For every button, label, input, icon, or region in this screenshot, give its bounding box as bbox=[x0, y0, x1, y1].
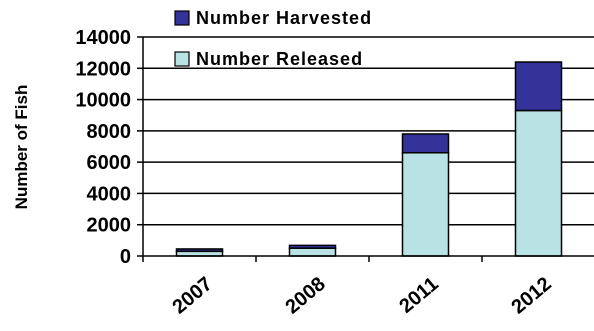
x-tick-label: 2007 bbox=[168, 273, 216, 318]
bar-harvested-2008 bbox=[288, 244, 337, 249]
bar-harvested-2012 bbox=[514, 61, 563, 112]
legend-swatch-harvested bbox=[174, 10, 190, 26]
y-tick-label: 0 bbox=[120, 246, 131, 268]
y-tick-label: 2000 bbox=[87, 215, 132, 237]
y-tick-label: 10000 bbox=[75, 90, 131, 112]
gridlines bbox=[143, 36, 594, 226]
x-tick-label: 2012 bbox=[507, 273, 555, 318]
legend-swatch-released bbox=[174, 51, 190, 67]
legend-label-released: Number Released bbox=[196, 49, 363, 69]
y-tick-label: 8000 bbox=[87, 121, 132, 143]
x-tick-labels: 2007 2008 2011 2012 bbox=[168, 273, 555, 318]
x-tick-label: 2011 bbox=[395, 273, 442, 318]
legend: Number Harvested Number Released bbox=[174, 8, 372, 69]
bar-harvested-2011 bbox=[401, 133, 450, 154]
legend-label-harvested: Number Harvested bbox=[196, 8, 372, 28]
y-tick-label: 14000 bbox=[75, 27, 131, 49]
y-tick-label: 12000 bbox=[75, 58, 131, 80]
x-tick-label: 2008 bbox=[281, 273, 329, 318]
bar-released-2008 bbox=[288, 247, 337, 257]
bar-released-2012 bbox=[514, 109, 563, 257]
y-axis-title: Number of Fish bbox=[12, 85, 31, 210]
bars bbox=[175, 61, 563, 257]
bar-harvested-2007 bbox=[175, 248, 224, 253]
axes bbox=[142, 37, 594, 262]
y-tick-label: 6000 bbox=[87, 152, 132, 174]
bar-released-2011 bbox=[401, 152, 450, 257]
y-tick-label: 4000 bbox=[87, 183, 132, 205]
y-tick-labels: 0 2000 4000 6000 8000 10000 12000 14000 bbox=[75, 27, 143, 268]
